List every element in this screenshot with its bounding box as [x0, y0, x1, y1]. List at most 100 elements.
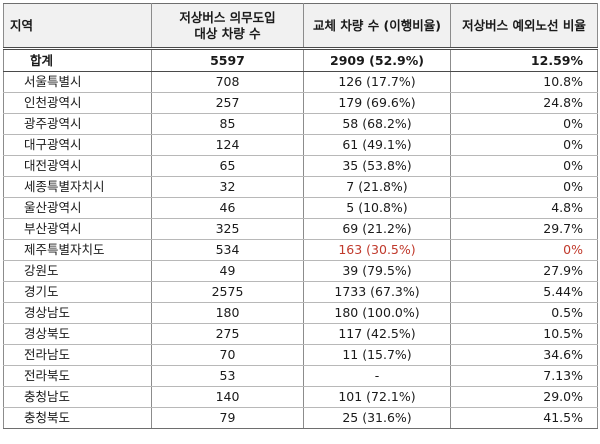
table-header: 지역 저상버스 의무도입 대상 차량 수 교체 차량 수 (이행비율) 저상버스… — [3, 3, 598, 50]
target-cell: 2575 — [151, 281, 304, 303]
total-region-cell: 합계 — [3, 48, 152, 72]
replaced-cell-highlighted: 163 (30.5%) — [303, 239, 451, 261]
total-row: 합계 5597 2909 (52.9%) 12.59% — [3, 48, 598, 72]
exception-cell: 41.5% — [450, 407, 598, 429]
region-cell: 서울특별시 — [3, 71, 152, 93]
replaced-cell: 117 (42.5%) — [303, 323, 451, 345]
header-replaced-count: 교체 차량 수 (이행비율) — [303, 3, 451, 50]
table-row: 울산광역시 46 5 (10.8%) 4.8% — [3, 197, 598, 219]
region-cell: 전라북도 — [3, 365, 152, 387]
exception-cell: 27.9% — [450, 260, 598, 282]
replaced-cell: 61 (49.1%) — [303, 134, 451, 156]
header-target-line2: 대상 차량 수 — [194, 25, 261, 41]
exception-cell: 0.5% — [450, 302, 598, 324]
replaced-cell: 179 (69.6%) — [303, 92, 451, 114]
exception-cell: 0% — [450, 155, 598, 177]
region-cell: 충청북도 — [3, 407, 152, 429]
target-cell: 32 — [151, 176, 304, 198]
replaced-cell: - — [303, 365, 451, 387]
exception-cell: 10.5% — [450, 323, 598, 345]
header-exception-ratio: 저상버스 예외노선 비율 — [450, 3, 598, 50]
region-cell: 부산광역시 — [3, 218, 152, 240]
exception-cell: 7.13% — [450, 365, 598, 387]
exception-cell: 0% — [450, 134, 598, 156]
header-region: 지역 — [3, 3, 152, 50]
replaced-cell: 58 (68.2%) — [303, 113, 451, 135]
region-cell: 제주특별자치도 — [3, 239, 152, 261]
region-cell: 경상남도 — [3, 302, 152, 324]
region-cell: 경기도 — [3, 281, 152, 303]
table-row: 전라남도 70 11 (15.7%) 34.6% — [3, 344, 598, 366]
target-cell: 85 — [151, 113, 304, 135]
table-row: 강원도 49 39 (79.5%) 27.9% — [3, 260, 598, 282]
region-cell: 강원도 — [3, 260, 152, 282]
exception-cell: 4.8% — [450, 197, 598, 219]
table-row: 대구광역시 124 61 (49.1%) 0% — [3, 134, 598, 156]
region-cell: 인천광역시 — [3, 92, 152, 114]
table-row: 전라북도 53 - 7.13% — [3, 365, 598, 387]
exception-cell: 24.8% — [450, 92, 598, 114]
table-row: 부산광역시 325 69 (21.2%) 29.7% — [3, 218, 598, 240]
target-cell: 65 — [151, 155, 304, 177]
exception-cell: 29.0% — [450, 386, 598, 408]
target-cell: 79 — [151, 407, 304, 429]
table-row: 충청북도 79 25 (31.6%) 41.5% — [3, 407, 598, 429]
table-body: 합계 5597 2909 (52.9%) 12.59% 서울특별시 708 12… — [3, 48, 598, 429]
replaced-cell: 101 (72.1%) — [303, 386, 451, 408]
table-row: 광주광역시 85 58 (68.2%) 0% — [3, 113, 598, 135]
exception-cell: 10.8% — [450, 71, 598, 93]
replaced-cell: 35 (53.8%) — [303, 155, 451, 177]
table-row: 세종특별자치시 32 7 (21.8%) 0% — [3, 176, 598, 198]
exception-cell: 0% — [450, 176, 598, 198]
header-target-count: 저상버스 의무도입 대상 차량 수 — [151, 3, 304, 50]
table-row: 경상북도 275 117 (42.5%) 10.5% — [3, 323, 598, 345]
region-cell: 경상북도 — [3, 323, 152, 345]
region-cell: 대전광역시 — [3, 155, 152, 177]
region-cell: 울산광역시 — [3, 197, 152, 219]
table-row: 대전광역시 65 35 (53.8%) 0% — [3, 155, 598, 177]
target-cell: 708 — [151, 71, 304, 93]
target-cell: 257 — [151, 92, 304, 114]
replaced-cell: 69 (21.2%) — [303, 218, 451, 240]
total-exception-cell: 12.59% — [450, 48, 598, 72]
exception-cell-highlighted: 0% — [450, 239, 598, 261]
region-cell: 전라남도 — [3, 344, 152, 366]
table-row: 충청남도 140 101 (72.1%) 29.0% — [3, 386, 598, 408]
target-cell: 180 — [151, 302, 304, 324]
replaced-cell: 180 (100.0%) — [303, 302, 451, 324]
region-cell: 충청남도 — [3, 386, 152, 408]
target-cell: 53 — [151, 365, 304, 387]
target-cell: 124 — [151, 134, 304, 156]
region-cell: 대구광역시 — [3, 134, 152, 156]
region-cell: 광주광역시 — [3, 113, 152, 135]
exception-cell: 34.6% — [450, 344, 598, 366]
header-row: 지역 저상버스 의무도입 대상 차량 수 교체 차량 수 (이행비율) 저상버스… — [3, 3, 598, 50]
table-row: 경기도 2575 1733 (67.3%) 5.44% — [3, 281, 598, 303]
target-cell: 534 — [151, 239, 304, 261]
target-cell: 49 — [151, 260, 304, 282]
replaced-cell: 39 (79.5%) — [303, 260, 451, 282]
total-replaced-cell: 2909 (52.9%) — [303, 48, 451, 72]
replaced-cell: 7 (21.8%) — [303, 176, 451, 198]
replaced-cell: 1733 (67.3%) — [303, 281, 451, 303]
replaced-cell: 5 (10.8%) — [303, 197, 451, 219]
region-cell: 세종특별자치시 — [3, 176, 152, 198]
table-row: 인천광역시 257 179 (69.6%) 24.8% — [3, 92, 598, 114]
header-target-line1: 저상버스 의무도입 — [179, 9, 276, 25]
table-row: 경상남도 180 180 (100.0%) 0.5% — [3, 302, 598, 324]
target-cell: 46 — [151, 197, 304, 219]
target-cell: 70 — [151, 344, 304, 366]
table-row: 제주특별자치도 534 163 (30.5%) 0% — [3, 239, 598, 261]
replaced-cell: 25 (31.6%) — [303, 407, 451, 429]
exception-cell: 29.7% — [450, 218, 598, 240]
target-cell: 140 — [151, 386, 304, 408]
replaced-cell: 11 (15.7%) — [303, 344, 451, 366]
table-row: 서울특별시 708 126 (17.7%) 10.8% — [3, 71, 598, 93]
total-target-cell: 5597 — [151, 48, 304, 72]
target-cell: 275 — [151, 323, 304, 345]
low-floor-bus-table: 지역 저상버스 의무도입 대상 차량 수 교체 차량 수 (이행비율) 저상버스… — [3, 3, 598, 429]
exception-cell: 0% — [450, 113, 598, 135]
replaced-cell: 126 (17.7%) — [303, 71, 451, 93]
target-cell: 325 — [151, 218, 304, 240]
